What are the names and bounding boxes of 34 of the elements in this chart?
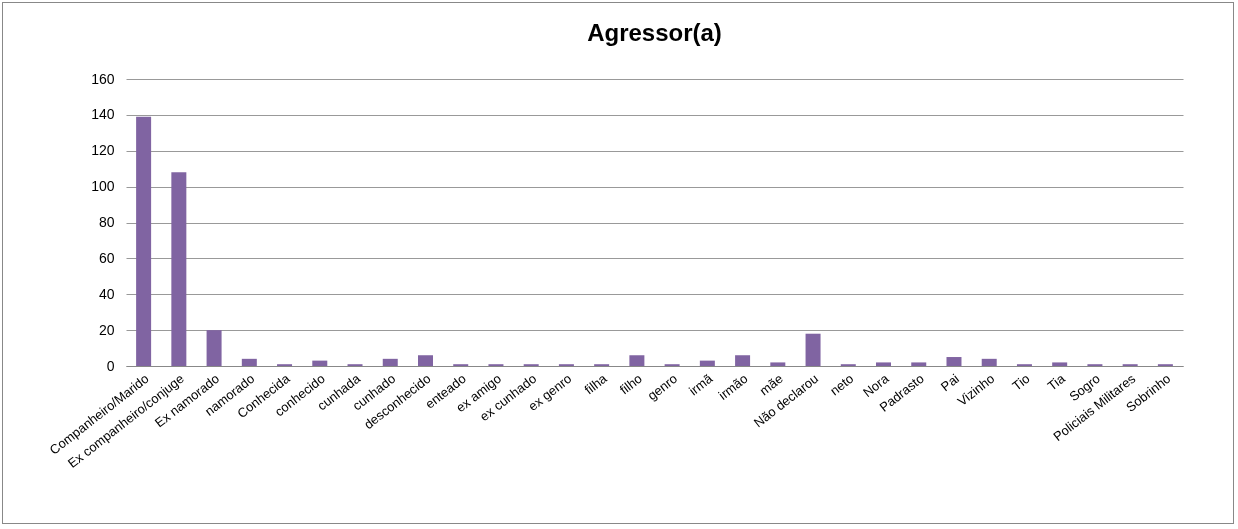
y-tick-label: 60: [98, 249, 115, 266]
bar: [629, 355, 645, 366]
x-tick-label: Pai: [937, 370, 963, 395]
bar: [805, 333, 821, 366]
y-tick-label: 120: [91, 142, 115, 159]
bar: [171, 172, 187, 366]
y-tick-label: 140: [91, 106, 115, 123]
bar: [382, 358, 398, 366]
chart-title: Agressor(a): [587, 19, 722, 46]
y-tick-label: 80: [98, 214, 115, 230]
bar: [946, 357, 962, 366]
x-tick-label: neto: [827, 370, 857, 399]
bar: [735, 355, 751, 366]
x-tick-label: Tia: [1044, 370, 1069, 394]
x-tick-label: irmã: [686, 370, 716, 399]
x-tick-label: Tio: [1009, 370, 1033, 394]
bar: [981, 358, 997, 366]
bar: [911, 362, 927, 366]
bar: [206, 330, 222, 366]
y-tick-label: 160: [91, 70, 115, 87]
bar: [876, 362, 892, 366]
y-tick-label: 0: [106, 357, 115, 374]
y-tick-label: 40: [98, 285, 115, 302]
x-tick-label: filha: [581, 370, 611, 398]
bar: [417, 355, 433, 366]
bar: [1052, 362, 1068, 366]
y-tick-label: 100: [91, 178, 115, 195]
bar: [770, 362, 786, 366]
bar: [699, 360, 715, 366]
bar: [136, 116, 152, 366]
bar: [241, 358, 257, 366]
y-tick-label: 20: [98, 321, 115, 338]
x-tick-label: filho: [616, 370, 645, 398]
bar: [312, 360, 328, 366]
